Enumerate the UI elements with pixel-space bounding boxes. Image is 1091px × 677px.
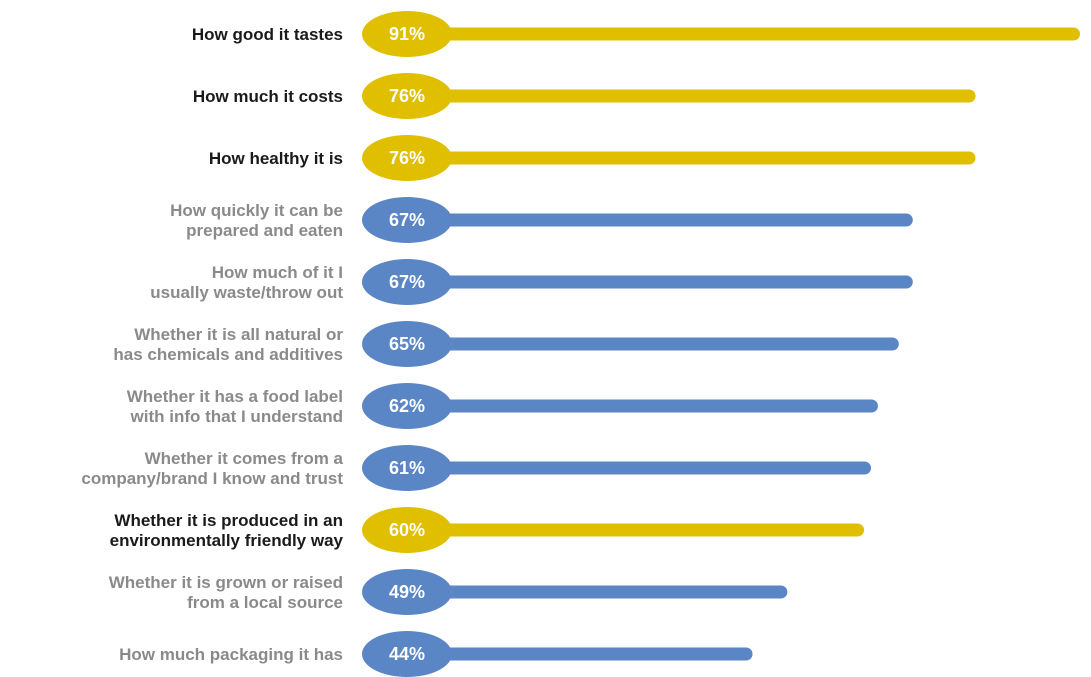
- value-badge: [362, 507, 452, 553]
- data-label: 67%: [389, 210, 425, 230]
- bar: [436, 337, 899, 351]
- category-label: Whether it has a food label: [127, 387, 343, 406]
- bar-row: 60% Whether it is produced in anenvironme…: [110, 507, 865, 553]
- value-badge: [362, 135, 452, 181]
- value-badge: [362, 445, 452, 491]
- data-label: 91%: [389, 24, 425, 44]
- category-label: company/brand I know and trust: [81, 469, 343, 488]
- value-badge: [362, 569, 452, 615]
- data-label: 44%: [389, 644, 425, 664]
- category-label: Whether it is produced in an: [114, 511, 343, 530]
- bar-row: 76% How much it costs: [193, 73, 976, 119]
- data-label: 67%: [389, 272, 425, 292]
- category-label: Whether it is grown or raised: [109, 573, 343, 592]
- value-badge: [362, 383, 452, 429]
- category-label: How good it tastes: [192, 25, 343, 44]
- bar: [436, 27, 1080, 41]
- category-label: Whether it is all natural or: [134, 325, 343, 344]
- bar: [436, 89, 976, 103]
- data-label: 65%: [389, 334, 425, 354]
- data-label: 76%: [389, 86, 425, 106]
- bar-row: 91% How good it tastes: [192, 11, 1080, 57]
- category-label: environmentally friendly way: [110, 531, 344, 550]
- category-label: with info that I understand: [130, 407, 343, 426]
- bar: [436, 275, 913, 289]
- category-label: usually waste/throw out: [150, 283, 343, 302]
- category-label: How much it costs: [193, 87, 343, 106]
- category-label: has chemicals and additives: [113, 345, 343, 364]
- category-label: How healthy it is: [209, 149, 343, 168]
- value-badge: [362, 631, 452, 677]
- bar-row: 61% Whether it comes from acompany/brand …: [81, 445, 871, 491]
- bar: [436, 647, 753, 661]
- data-label: 76%: [389, 148, 425, 168]
- data-label: 61%: [389, 458, 425, 478]
- category-label: prepared and eaten: [186, 221, 343, 240]
- data-label: 60%: [389, 520, 425, 540]
- category-label: How much packaging it has: [119, 645, 343, 664]
- category-label: Whether it comes from a: [145, 449, 344, 468]
- bar-row: 44% How much packaging it has: [119, 631, 753, 677]
- value-badge: [362, 73, 452, 119]
- bar: [436, 461, 871, 475]
- value-badge: [362, 321, 452, 367]
- data-label: 62%: [389, 396, 425, 416]
- bar: [436, 399, 878, 413]
- bar: [436, 523, 865, 537]
- bar: [436, 151, 976, 165]
- category-label: How quickly it can be: [170, 201, 343, 220]
- bar: [436, 585, 788, 599]
- value-badge: [362, 197, 452, 243]
- bar: [436, 213, 913, 227]
- category-label: from a local source: [187, 593, 343, 612]
- value-badge: [362, 11, 452, 57]
- bar-row: 76% How healthy it is: [209, 135, 976, 181]
- value-badge: [362, 259, 452, 305]
- data-label: 49%: [389, 582, 425, 602]
- category-label: How much of it I: [212, 263, 343, 282]
